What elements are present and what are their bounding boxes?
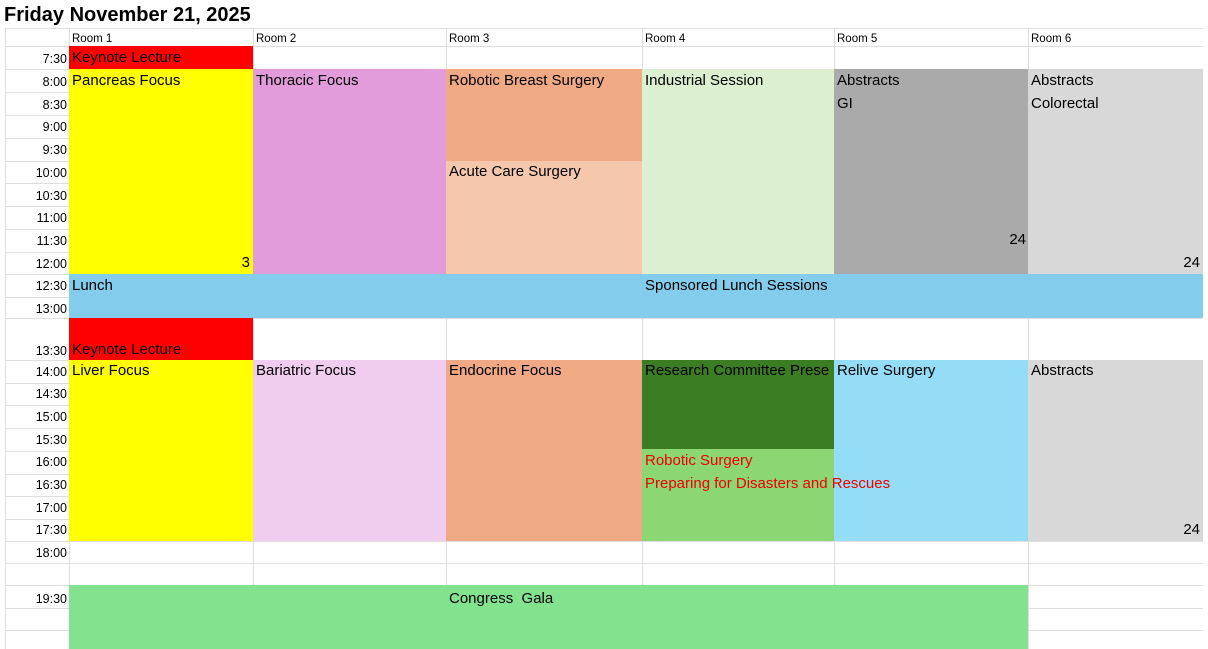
relive-surgery-block[interactable] xyxy=(834,360,1028,541)
room-header-3: Room 3 xyxy=(449,33,490,45)
liver-focus-label: Liver Focus xyxy=(72,362,150,379)
congress-gala-block[interactable] xyxy=(69,585,1028,649)
room-header-6: Room 6 xyxy=(1031,33,1072,45)
bariatric-focus-label: Bariatric Focus xyxy=(256,362,357,379)
industrial-session-label: Industrial Session xyxy=(645,72,764,89)
sponsored-lunch-label: Sponsored Lunch Sessions xyxy=(645,277,828,294)
abstracts-gi-count: 24 xyxy=(1009,231,1026,248)
keynote-am-block[interactable] xyxy=(69,46,253,69)
time-label: 7:30 xyxy=(42,52,67,66)
time-label: 17:00 xyxy=(35,501,67,515)
lunch-block[interactable] xyxy=(69,274,1203,318)
time-label: 18:00 xyxy=(35,546,67,560)
time-label: 9:00 xyxy=(42,120,67,134)
liver-focus-block[interactable] xyxy=(69,360,253,541)
room-header-1: Room 1 xyxy=(72,33,113,45)
time-label: 16:00 xyxy=(35,455,67,469)
keynote-pm-label: Keynote Lecture xyxy=(72,341,182,358)
endocrine-focus-label: Endocrine Focus xyxy=(449,362,562,379)
relive-surgery-label: Relive Surgery xyxy=(837,362,936,379)
bariatric-focus-block[interactable] xyxy=(253,360,446,541)
robotic-surgery-label: Robotic Surgery xyxy=(645,452,753,469)
time-label: 17:30 xyxy=(35,523,67,537)
keynote-pm-block[interactable] xyxy=(69,318,253,360)
disasters-label: Preparing for Disasters and Rescues xyxy=(645,475,891,492)
robotic-surgery-block[interactable] xyxy=(642,449,834,541)
abstracts-gi-block[interactable] xyxy=(834,69,1028,274)
research-committee-block[interactable] xyxy=(642,360,834,449)
robotic-breast-label: Robotic Breast Surgery xyxy=(449,72,605,89)
abstracts-colorectal-block[interactable] xyxy=(1028,69,1203,274)
pancreas-focus-label: Pancreas Focus xyxy=(72,72,181,89)
time-label: 12:30 xyxy=(35,279,67,293)
industrial-session-block[interactable] xyxy=(642,69,834,274)
keynote-am-label: Keynote Lecture xyxy=(72,49,182,66)
room-header-4: Room 4 xyxy=(645,33,686,45)
time-label: 10:00 xyxy=(35,166,67,180)
lunch-label: Lunch xyxy=(72,277,113,294)
time-label: 8:00 xyxy=(42,75,67,89)
abstracts-pm-block[interactable] xyxy=(1028,360,1203,541)
time-label: 15:30 xyxy=(35,433,67,447)
abstracts-colorectal-label: Abstracts xyxy=(1031,72,1094,89)
time-label: 11:00 xyxy=(36,211,67,225)
abstracts-pm-count: 24 xyxy=(1183,521,1200,538)
room-header-5: Room 5 xyxy=(837,33,878,45)
time-label: 13:00 xyxy=(35,302,67,316)
robotic-breast-block[interactable] xyxy=(446,69,642,161)
acute-care-block[interactable] xyxy=(446,161,642,274)
abstracts-pm-label: Abstracts xyxy=(1031,362,1094,379)
gi-label: GI xyxy=(837,95,853,112)
pancreas-count: 3 xyxy=(241,254,250,271)
time-label: 19:30 xyxy=(35,592,67,606)
room-header-2: Room 2 xyxy=(256,33,297,45)
time-label: 8:30 xyxy=(42,98,67,112)
congress-gala-label: Congress Gala xyxy=(449,590,554,607)
time-label: 12:00 xyxy=(35,257,67,271)
time-label: 14:00 xyxy=(35,365,67,379)
time-label: 11:30 xyxy=(36,234,67,248)
time-label: 14:30 xyxy=(35,387,67,401)
colorectal-label: Colorectal xyxy=(1031,95,1099,112)
endocrine-focus-block[interactable] xyxy=(446,360,642,541)
pancreas-focus-block[interactable] xyxy=(69,69,253,274)
thoracic-focus-block[interactable] xyxy=(253,69,446,274)
abstracts-colorectal-count: 24 xyxy=(1183,254,1200,271)
time-label: 15:00 xyxy=(35,410,67,424)
abstracts-gi-label: Abstracts xyxy=(837,72,900,89)
research-committee-label: Research Committee Prese xyxy=(645,362,830,379)
acute-care-label: Acute Care Surgery xyxy=(449,163,581,180)
time-label: 9:30 xyxy=(42,143,67,157)
thoracic-focus-label: Thoracic Focus xyxy=(256,72,359,89)
time-label: 13:30 xyxy=(35,344,67,358)
time-label: 16:30 xyxy=(35,478,67,492)
page-title: Friday November 21, 2025 xyxy=(4,4,251,26)
time-label: 10:30 xyxy=(35,189,67,203)
